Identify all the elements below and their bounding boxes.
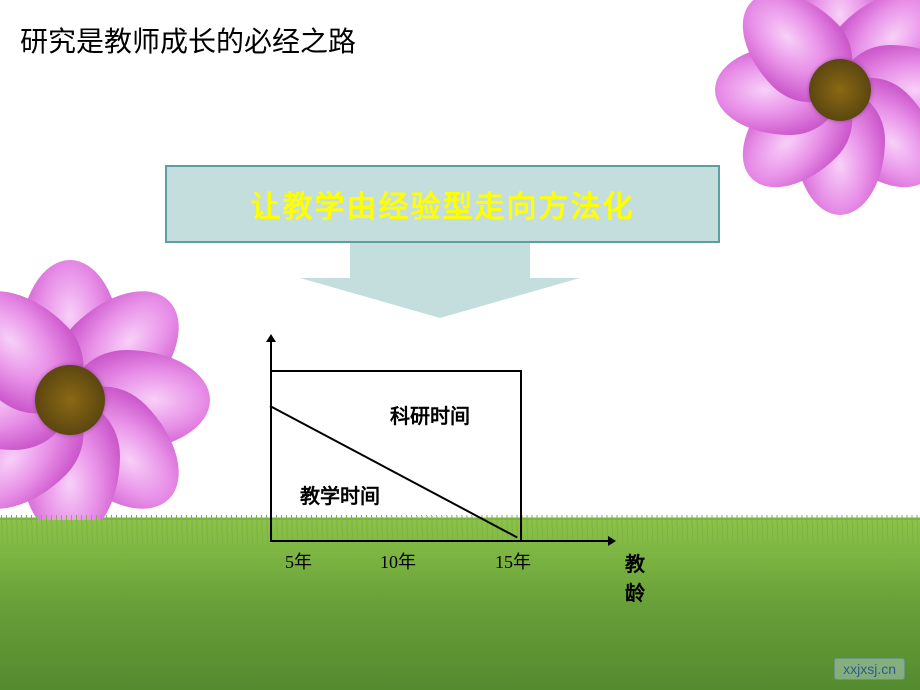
x-tick-1: 10年 (380, 548, 416, 574)
down-arrow (300, 243, 580, 318)
x-tick-0: 5年 (285, 548, 312, 574)
page-title: 研究是教师成长的必经之路 (20, 20, 356, 60)
x-axis-arrow-icon (608, 536, 616, 546)
flower-left (0, 270, 200, 530)
chart-top-boundary (270, 370, 520, 372)
upper-region-label: 科研时间 (390, 400, 470, 429)
x-axis (270, 540, 610, 542)
x-tick-2: 15年 (495, 548, 531, 574)
y-axis-arrow-icon (266, 334, 276, 342)
chart-right-boundary (520, 370, 522, 542)
lower-region-label: 教学时间 (300, 480, 380, 509)
watermark: xxjxsj.cn (834, 658, 905, 680)
banner-text: 让教学由经验型走向方法化 (251, 182, 635, 226)
x-axis-label: 教龄 (625, 548, 645, 606)
teaching-research-chart: 科研时间 教学时间 5年 10年 15年 教龄 (270, 340, 620, 580)
flower-right (720, 0, 920, 210)
banner-box: 让教学由经验型走向方法化 (165, 165, 720, 243)
